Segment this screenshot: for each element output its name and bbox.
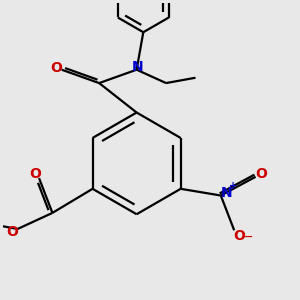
Text: O: O: [234, 229, 245, 243]
Text: O: O: [255, 167, 267, 181]
Text: +: +: [229, 181, 237, 191]
Text: O: O: [29, 167, 41, 181]
Text: −: −: [244, 232, 254, 242]
Text: O: O: [6, 225, 18, 238]
Text: N: N: [220, 186, 232, 200]
Text: O: O: [50, 61, 62, 75]
Text: N: N: [132, 60, 144, 74]
